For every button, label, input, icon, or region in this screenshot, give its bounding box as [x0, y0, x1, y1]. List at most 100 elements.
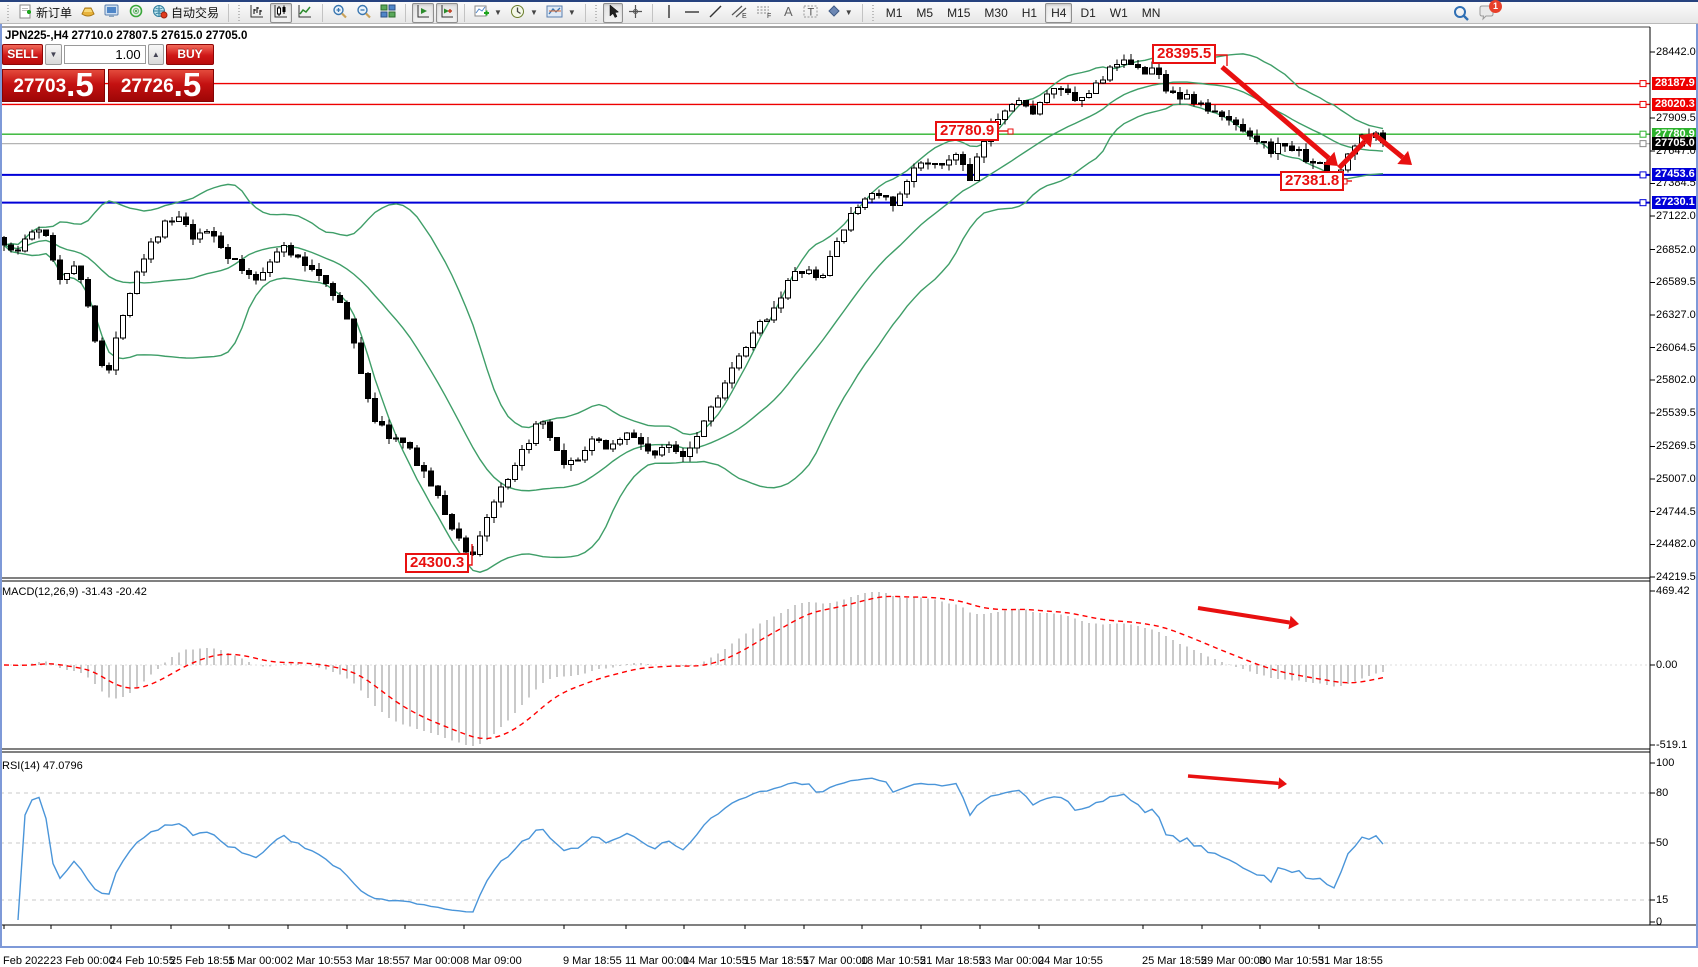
level-anchor-square[interactable] [1639, 199, 1647, 207]
templates-button[interactable]: ▼ [543, 3, 579, 23]
zoom-out-button[interactable] [353, 3, 375, 23]
timeframe-H4[interactable]: H4 [1045, 2, 1073, 23]
time-axis-label: 9 Mar 18:55 [563, 955, 622, 967]
dropdown-caret-icon[interactable]: ▼ [567, 8, 576, 17]
signals-icon [128, 4, 144, 21]
one-click-trading-panel: SELL ▼ ▲ BUY 27703.5 27726.5 [2, 44, 215, 102]
svg-text:A: A [784, 4, 793, 19]
bar-chart-mode-button[interactable] [246, 3, 268, 23]
timeframe-M15[interactable]: M15 [947, 5, 971, 20]
signals-button[interactable] [125, 3, 147, 23]
buy-button[interactable]: BUY [166, 44, 215, 65]
bollinger-lower-band[interactable] [3, 103, 1384, 573]
line-chart-mode-button[interactable] [294, 3, 316, 23]
indicator-tick-label: -519.1 [1656, 739, 1688, 751]
level-anchor-square[interactable] [1639, 100, 1647, 108]
price-level-label: 27230.1 [1652, 196, 1698, 210]
arrows-tool-button[interactable]: ▼ [824, 3, 856, 23]
buy-price-display[interactable]: 27726.5 [108, 68, 214, 102]
sell-price-display[interactable]: 27703.5 [2, 68, 105, 102]
price-annotation-label[interactable]: 27381.8 [1280, 171, 1345, 191]
rsi-indicator-label: RSI(14) 47.0796 [2, 760, 83, 772]
dropdown-caret-icon[interactable]: ▼ [494, 8, 502, 17]
volume-increase-button[interactable]: ▲ [147, 44, 165, 65]
zoom-out-icon [356, 4, 372, 22]
annotations-layer [465, 54, 1412, 790]
time-axis-label: 2 Mar 10:55 [287, 955, 346, 967]
rsi-line[interactable] [17, 777, 1384, 921]
fibonacci-icon: F [756, 4, 773, 22]
sell-button[interactable]: SELL [2, 44, 44, 65]
equidistant-channel-tool-button[interactable]: E [728, 3, 751, 23]
dropdown-caret-icon[interactable]: ▼ [529, 8, 538, 17]
notifications-icon[interactable]: 1 [1478, 0, 1502, 27]
annotation-anchor-square[interactable] [1007, 128, 1014, 135]
toolbar-grip[interactable] [593, 4, 599, 21]
horizontal-line-icon [684, 4, 700, 22]
timeframe-M30[interactable]: M30 [984, 5, 1008, 20]
search-icon[interactable] [1452, 4, 1470, 27]
toolbar-grip[interactable] [6, 4, 11, 21]
level-anchor-square[interactable] [1639, 140, 1647, 148]
timeframe-M5[interactable]: M5 [916, 5, 934, 20]
toolbar-grip[interactable] [237, 4, 243, 21]
fibonacci-tool-button[interactable]: F [753, 3, 776, 23]
bar-chart-icon [249, 4, 265, 22]
time-axis-label: 15 Mar 18:55 [744, 955, 809, 967]
horizontal-line-tool-button[interactable] [681, 3, 703, 23]
level-anchor-square[interactable] [1639, 80, 1647, 88]
new-order-button[interactable]: 新订单 [15, 3, 75, 23]
macd-signal-line[interactable] [3, 595, 1384, 740]
indicators-button[interactable]: ▼ [471, 3, 505, 23]
vertical-line-tool-button[interactable] [659, 3, 679, 23]
chart-shift-button[interactable] [436, 2, 459, 23]
chart-canvas[interactable] [0, 24, 1698, 948]
new-order-icon [18, 4, 33, 22]
periods-button[interactable]: ▼ [507, 3, 541, 23]
trend-arrow[interactable] [1220, 65, 1331, 161]
candlestick-mode-button[interactable] [270, 2, 293, 23]
templates-icon [546, 4, 564, 22]
auto-trading-button[interactable]: 自动交易 [149, 3, 222, 23]
timeframe-D1[interactable]: D1 [1080, 5, 1096, 20]
tile-windows-button[interactable] [377, 3, 399, 23]
price-annotation-label[interactable]: 24300.3 [405, 553, 470, 573]
text-label-tool-button[interactable]: T [800, 3, 822, 23]
bollinger-upper-band[interactable] [3, 53, 1384, 436]
cursor-tool-button[interactable] [602, 2, 623, 23]
text-tool-button[interactable]: A [778, 3, 798, 23]
terminal-button[interactable] [101, 3, 123, 23]
new-order-label: 新订单 [36, 6, 73, 20]
volume-decrease-button[interactable]: ▼ [45, 44, 62, 65]
terminal-icon [104, 4, 120, 21]
toolbar-grip[interactable] [870, 4, 876, 21]
buy-price-main: 27726 [120, 76, 174, 97]
gold-ingot-button[interactable] [77, 3, 99, 23]
time-axis-label: 3 Mar 18:55 [346, 955, 405, 967]
dropdown-caret-icon[interactable]: ▼ [844, 8, 853, 17]
volume-input[interactable] [63, 45, 146, 64]
level-anchor-square[interactable] [1639, 130, 1647, 138]
trend-arrow[interactable] [1337, 139, 1367, 170]
timeframe-M1[interactable]: M1 [885, 5, 903, 20]
crosshair-tool-button[interactable] [625, 3, 646, 23]
candlestick-icon [273, 4, 289, 22]
periods-clock-icon [510, 4, 526, 22]
price-tick-label: 28442.0 [1656, 46, 1696, 58]
gold-ingot-icon [80, 4, 96, 21]
bollinger-middle-band[interactable] [3, 81, 1384, 492]
auto-scroll-button[interactable] [412, 2, 435, 23]
macd-arrow[interactable] [1197, 606, 1290, 625]
rsi-arrow[interactable] [1187, 774, 1279, 786]
timeframe-MN[interactable]: MN [1141, 5, 1161, 20]
chart-window[interactable]: JPN225-,H4 27710.0 27807.5 27615.0 27705… [0, 24, 1698, 967]
price-annotation-label[interactable]: 28395.5 [1152, 44, 1217, 64]
timeframe-W1[interactable]: W1 [1109, 5, 1128, 20]
timeframe-H1[interactable]: H1 [1021, 5, 1038, 20]
price-annotation-label[interactable]: 27780.9 [935, 121, 1000, 141]
trendline-tool-button[interactable] [705, 3, 726, 23]
price-tick-label: 27909.5 [1656, 112, 1696, 125]
trend-arrow[interactable] [1372, 132, 1405, 160]
level-anchor-square[interactable] [1639, 171, 1647, 179]
zoom-in-button[interactable] [329, 3, 351, 23]
